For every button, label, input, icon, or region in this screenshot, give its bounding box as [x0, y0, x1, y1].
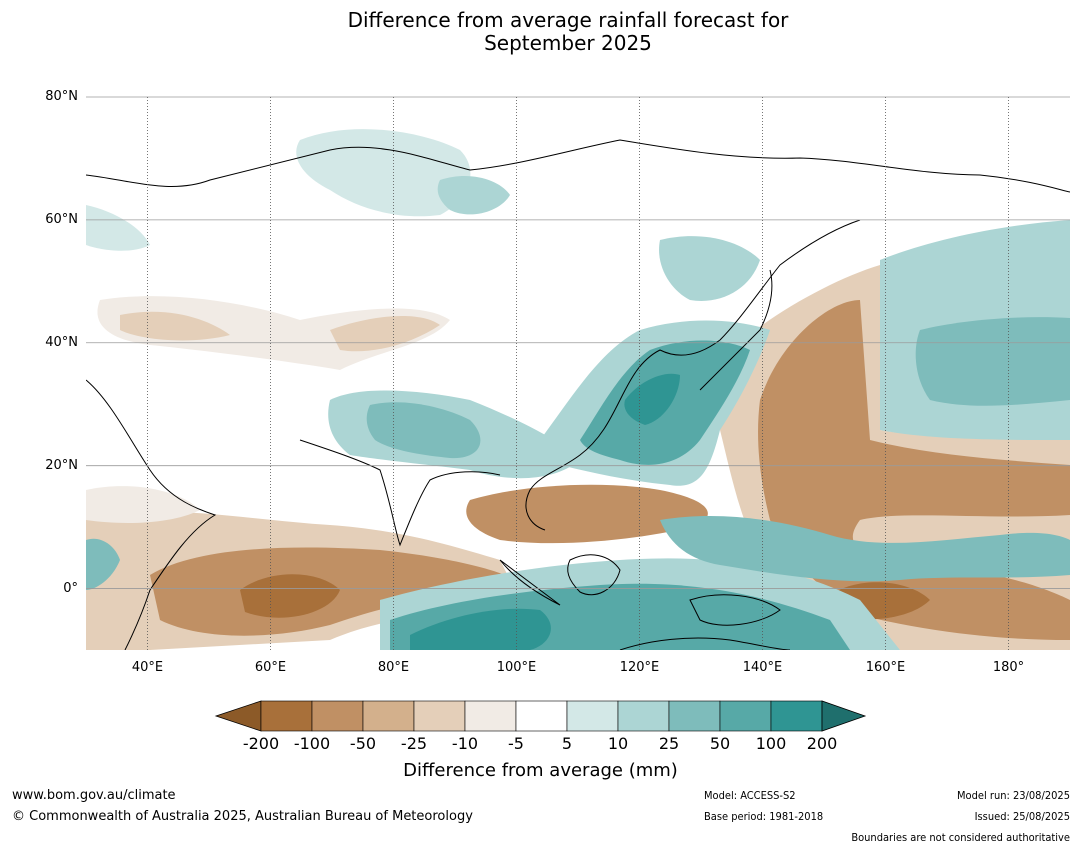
website-link[interactable]: www.bom.gov.au/climate: [12, 788, 176, 803]
dry-region-arabian-sea: [86, 486, 200, 523]
latitude-label: 80°N: [45, 89, 78, 104]
colorbar-swatch: [770, 700, 823, 732]
coastline-borneo: [567, 554, 621, 596]
coastline-arabia-africa: [86, 379, 217, 650]
colorbar-extend-low: [214, 700, 262, 732]
coastline-eurasia-north: [86, 139, 1070, 193]
coastlines: [86, 139, 1070, 650]
latitude-label: 60°N: [45, 211, 78, 227]
wet-region-far-east: [659, 236, 760, 301]
dry-region-indian-ocean-peak: [240, 574, 340, 618]
boundaries-note: Boundaries are not considered authoritat…: [851, 831, 1070, 844]
model-label: Model: ACCESS-S2: [704, 789, 796, 802]
issued-label: Issued: 25/08/2025: [974, 810, 1070, 823]
wet-region-siberia-core: [437, 175, 510, 215]
colorbar-swatch: [515, 700, 568, 732]
title-line-2: September 2025: [484, 31, 652, 55]
colorbar-title: Difference from average (mm): [403, 760, 678, 781]
longitude-label: 40°E: [131, 660, 164, 675]
wet-region-east-asia-peak: [624, 373, 680, 425]
copyright-text: © Commonwealth of Australia 2025, Austra…: [12, 809, 473, 824]
map-title: Difference from average rainfall forecas…: [0, 9, 1081, 55]
colorbar-swatch: [719, 700, 772, 732]
coastline-australia-north: [619, 637, 791, 650]
colorbar-swatch: [668, 700, 721, 732]
colorbar-tick-label: 100: [755, 734, 787, 753]
wet-region-maritime-continent-peak: [410, 608, 551, 650]
colorbar-extend-high: [821, 700, 867, 732]
colorbar-tick-label: 25: [658, 734, 680, 753]
wet-region-europe: [86, 205, 150, 251]
wet-region-siberia: [296, 129, 471, 217]
dry-region-central-asia-core: [120, 311, 440, 352]
colorbar-swatch: [260, 700, 313, 732]
longitude-label: 160°E: [865, 660, 906, 675]
colorbar-tick-label: -200: [242, 734, 280, 753]
colorbar-tick-label: 200: [806, 734, 838, 753]
wet-region-africa-east: [86, 538, 120, 590]
wet-region-north-pacific-core: [915, 317, 1070, 406]
latitude-label: 40°N: [45, 334, 78, 350]
colorbar-swatch: [362, 700, 415, 732]
coastline-japan: [699, 269, 773, 391]
graticule: [86, 96, 1070, 650]
colorbar-tick-label: 50: [709, 734, 731, 753]
model-run-label: Model run: 23/08/2025: [957, 789, 1070, 802]
latitude-label: 20°N: [45, 457, 78, 473]
colorbar-tick-label: -25: [400, 734, 428, 753]
colorbar-tick-label: 10: [607, 734, 629, 753]
colorbar-tick-label: -100: [293, 734, 331, 753]
colorbar-swatch: [464, 700, 517, 732]
colorbar-tick-label: -10: [451, 734, 479, 753]
longitude-label: 100°E: [496, 660, 537, 675]
title-line-1: Difference from average rainfall forecas…: [347, 8, 789, 32]
longitude-label: 60°E: [254, 660, 287, 675]
colorbar: [214, 700, 867, 732]
colorbar-tick-label: -50: [349, 734, 377, 753]
colorbar-swatch: [566, 700, 619, 732]
colorbar-swatch: [413, 700, 466, 732]
base-period-label: Base period: 1981-2018: [704, 810, 824, 823]
coastline-new-guinea: [689, 594, 781, 626]
longitude-label: 140°E: [742, 660, 783, 675]
rainfall-anomaly-field: [86, 129, 1070, 650]
coastline-south-asia: [299, 439, 501, 547]
coastline-sumatra: [499, 559, 561, 606]
longitude-label: 120°E: [619, 660, 660, 675]
wet-region-south-asia-core: [366, 402, 481, 459]
colorbar-tick-label: 5: [561, 734, 573, 753]
dry-region-central-asia: [97, 296, 450, 370]
colorbar-swatch: [617, 700, 670, 732]
colorbar-tick-label: -5: [508, 734, 524, 753]
coastline-asia-east: [525, 219, 861, 531]
latitude-label: 0°: [63, 580, 78, 596]
longitude-label: 80°E: [377, 660, 410, 675]
colorbar-swatch: [311, 700, 364, 732]
longitude-label: 180°: [992, 660, 1025, 675]
